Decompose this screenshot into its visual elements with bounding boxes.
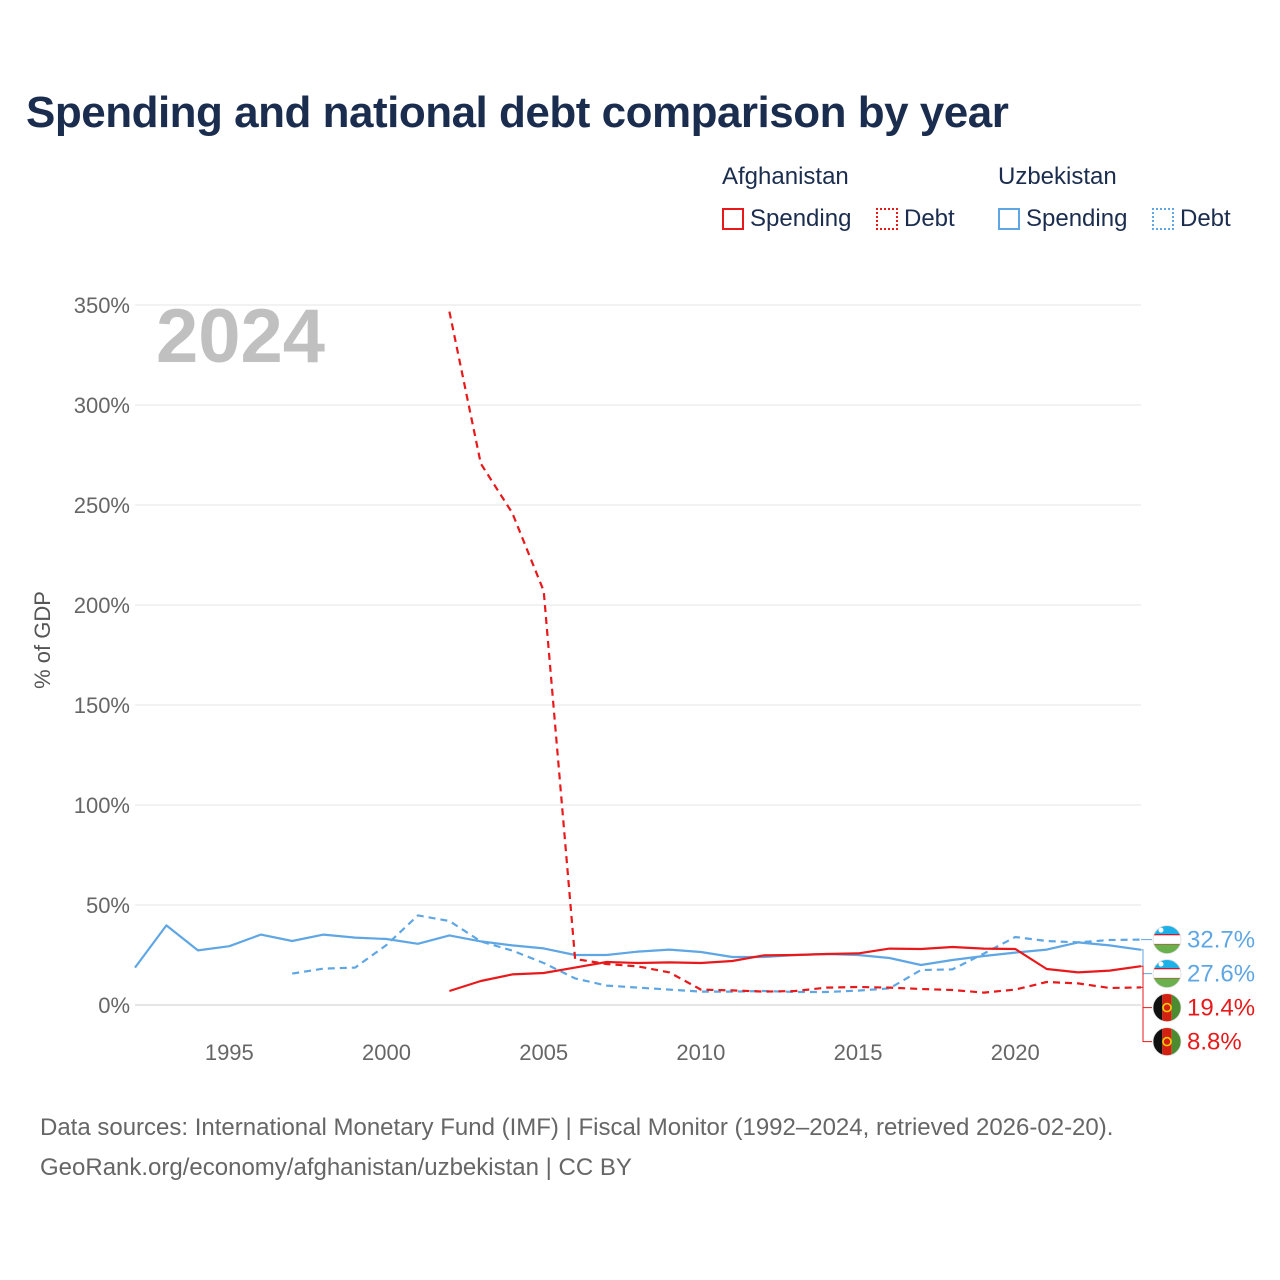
x-tick-label: 2010 [676,1040,725,1065]
x-tick-label: 2000 [362,1040,411,1065]
axes: 0% 50% 100% 150% 200% 250% 300% 350% 1995 2000 200… [74,293,1040,1065]
y-tick-label: 50% [86,893,130,918]
x-tick-label: 2005 [519,1040,568,1065]
end-label-uzbekistan: 32.7% [1141,925,1255,954]
chart-title: Spending and national debt comparison by… [26,88,1009,137]
y-tick-label: 100% [74,793,130,818]
end-label-uzbekistan: 27.6% [1141,949,1255,988]
legend-label: Spending [750,205,852,232]
legend-swatch-dotted-icon [1152,208,1174,230]
series-line-afghanistan-spending[interactable] [449,945,1142,993]
legend-swatch-dotted-icon [876,208,898,230]
y-tick-label: 0% [98,993,130,1018]
flag-afghanistan-icon [1152,993,1182,1022]
y-tick-label: 300% [74,393,130,418]
attribution-line: GeoRank.org/economy/afghanistan/uzbekist… [40,1154,632,1181]
legend-label: Spending [1026,205,1128,232]
y-tick-label: 200% [74,593,130,618]
legend-country-uzbekistan: Uzbekistan [998,163,1117,190]
end-value-label: 19.4% [1187,995,1255,1022]
end-label-afghanistan: 19.4% [1141,965,1255,1022]
legend-label: Debt [1180,205,1231,232]
y-tick-label: 150% [74,693,130,718]
flag-afghanistan-icon [1152,1027,1182,1056]
end-value-label: 27.6% [1187,961,1255,988]
x-tick-label: 2015 [834,1040,883,1065]
legend-label: Debt [904,205,955,232]
y-axis-label: % of GDP [30,591,55,689]
end-label-connector [1141,986,1152,1043]
flag-uzbekistan-icon [1152,925,1182,954]
flag-uzbekistan-icon [1152,959,1182,988]
year-watermark: 2024 [156,294,325,379]
end-labels: 32.7% 27.6% 19.4% 8.8% [1141,925,1255,1056]
x-tick-label: 2020 [991,1040,1040,1065]
end-value-label: 8.8% [1187,1029,1242,1056]
gridlines [135,304,1141,1006]
series [134,311,1142,994]
legend-item-uzbekistan-debt[interactable]: Debt [1152,205,1231,233]
series-line-uzbekistan-debt[interactable] [292,914,1142,994]
legend-swatch-solid-icon [998,208,1020,230]
legend-item-afghanistan-debt[interactable]: Debt [876,205,955,233]
legend-swatch-solid-icon [722,208,744,230]
end-label-afghanistan: 8.8% [1141,986,1242,1056]
sources-note: Data sources: International Monetary Fun… [40,1108,1113,1188]
legend-item-afghanistan-spending[interactable]: Spending [722,205,851,233]
sources-line: Data sources: International Monetary Fun… [40,1114,1114,1141]
legend-country-afghanistan: Afghanistan [722,163,849,190]
end-label-connector [1141,949,1152,975]
x-tick-label: 1995 [205,1040,254,1065]
series-line-uzbekistan-spending[interactable] [134,924,1142,969]
legend-item-uzbekistan-spending[interactable]: Spending [998,205,1127,233]
y-tick-label: 250% [74,493,130,518]
series-line-afghanistan-debt[interactable] [448,311,1142,994]
y-tick-label: 350% [74,293,130,318]
end-value-label: 32.7% [1187,927,1255,954]
